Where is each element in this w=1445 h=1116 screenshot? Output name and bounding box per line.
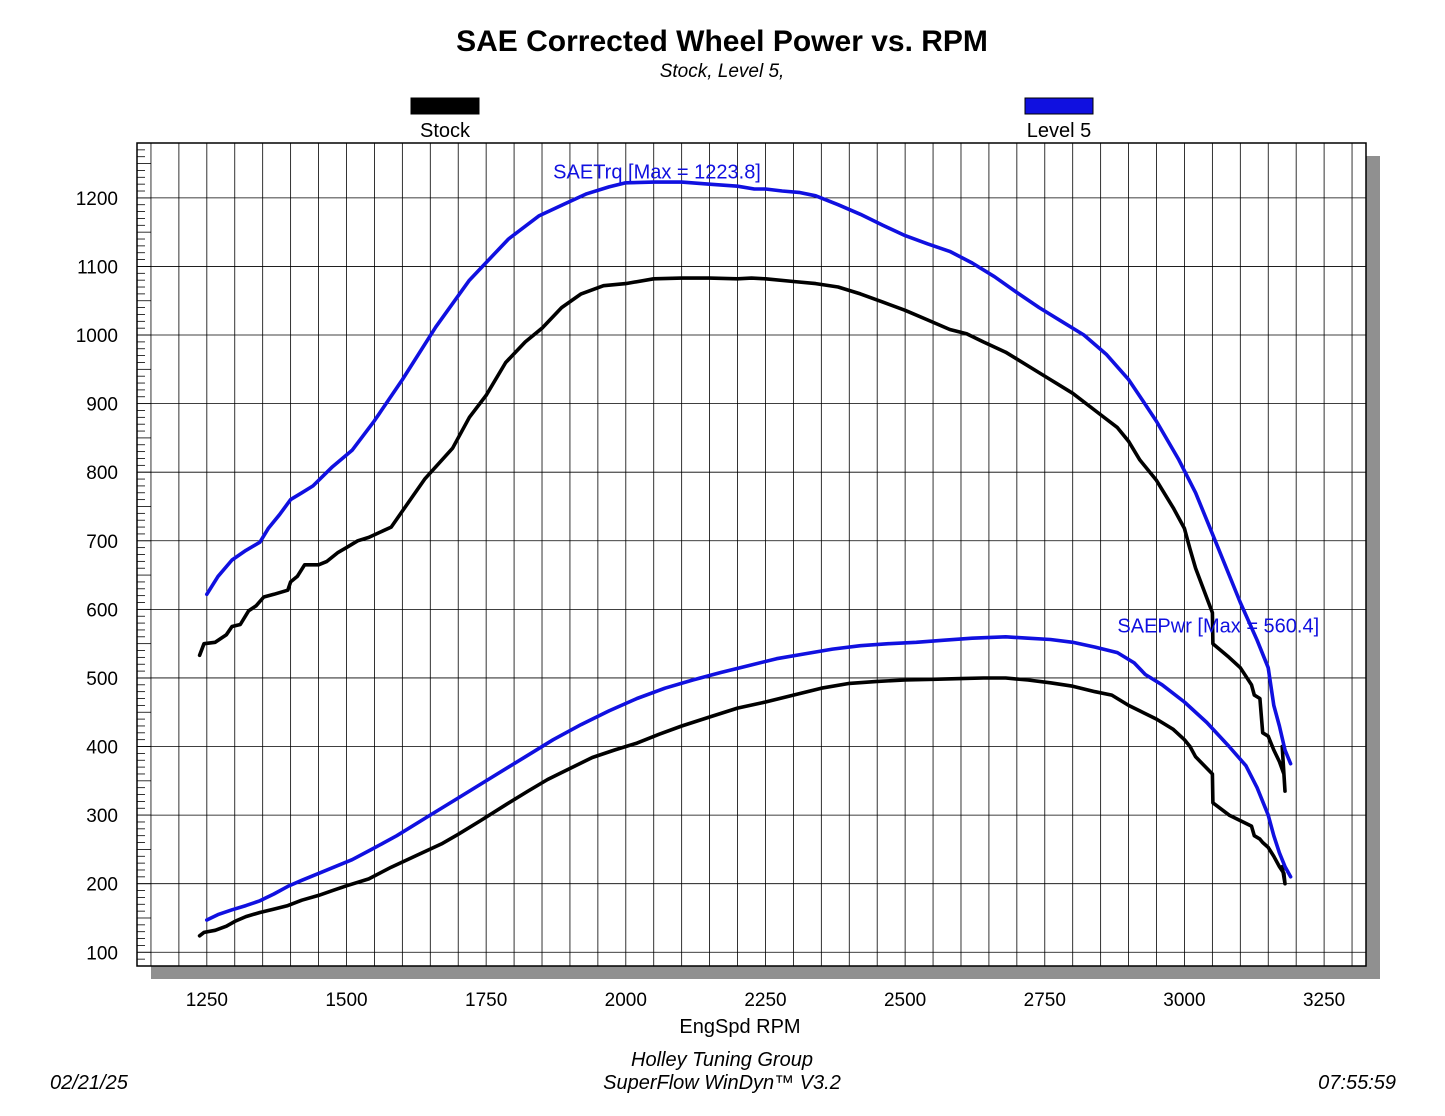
x-tick-label: 2500: [884, 990, 926, 1011]
y-tick-label: 500: [86, 669, 118, 690]
legend: Stock Level 5: [410, 97, 1094, 142]
plot-area: [136, 142, 1367, 967]
y-tick-label: 100: [86, 943, 118, 964]
series-lines: [197, 180, 1293, 938]
y-tick-label: 300: [86, 806, 118, 827]
footer-date: 02/21/25: [50, 1072, 129, 1094]
y-tick-label: 700: [86, 532, 118, 553]
x-tick-label: 2750: [1024, 990, 1066, 1011]
x-tick-label: 2250: [744, 990, 786, 1011]
y-tick-label: 1000: [76, 326, 118, 347]
x-tick-label: 1250: [186, 990, 228, 1011]
y-tick-label: 800: [86, 463, 118, 484]
legend-label: Level 5: [1027, 120, 1092, 142]
y-tick-label: 600: [86, 600, 118, 621]
y-tick-label: 1200: [76, 189, 118, 210]
x-tick-label: 1750: [465, 990, 507, 1011]
y-tick-label: 900: [86, 395, 118, 416]
x-tick-label: 1500: [325, 990, 367, 1011]
y-tick-label: 200: [86, 875, 118, 896]
y-tick-label: 1100: [77, 257, 118, 278]
series-line-stock-saetrq: [197, 276, 1287, 793]
y-tick-label: 400: [86, 738, 118, 759]
series-line-stock-saepwr: [197, 676, 1287, 938]
x-tick-label: 3000: [1163, 990, 1205, 1011]
series-line-level-5-saepwr: [205, 634, 1293, 922]
chart-title: SAE Corrected Wheel Power vs. RPM: [456, 25, 988, 58]
footer-time: 07:55:59: [1318, 1072, 1396, 1094]
x-tick-label: 2000: [605, 990, 647, 1011]
series-line-level-5-saetrq: [205, 180, 1293, 766]
footer-software: SuperFlow WinDyn™ V3.2: [603, 1072, 841, 1094]
legend-swatch: [410, 97, 480, 115]
grid: [137, 143, 1366, 966]
legend-label: Stock: [420, 120, 471, 142]
chart-subtitle: Stock, Level 5,: [660, 61, 785, 82]
x-axis-ticks: 1250 1500 1750 2000 2250 2500 2750 3000 3250: [186, 990, 1346, 1011]
y-axis-ticks: 100 200 300 400 500 600 700 800 900 1000 1100 1200: [76, 189, 118, 964]
annotations: SAETrq [Max = 1223.8] SAEPwr [Max = 560.4…: [553, 162, 1319, 638]
legend-swatch: [1024, 97, 1094, 115]
x-tick-label: 3250: [1303, 990, 1345, 1011]
annotation-label: SAEPwr [Max = 560.4]: [1117, 616, 1319, 638]
footer-company: Holley Tuning Group: [631, 1049, 813, 1071]
x-axis-label: EngSpd RPM: [679, 1016, 800, 1038]
annotation-label: SAETrq [Max = 1223.8]: [553, 162, 761, 184]
